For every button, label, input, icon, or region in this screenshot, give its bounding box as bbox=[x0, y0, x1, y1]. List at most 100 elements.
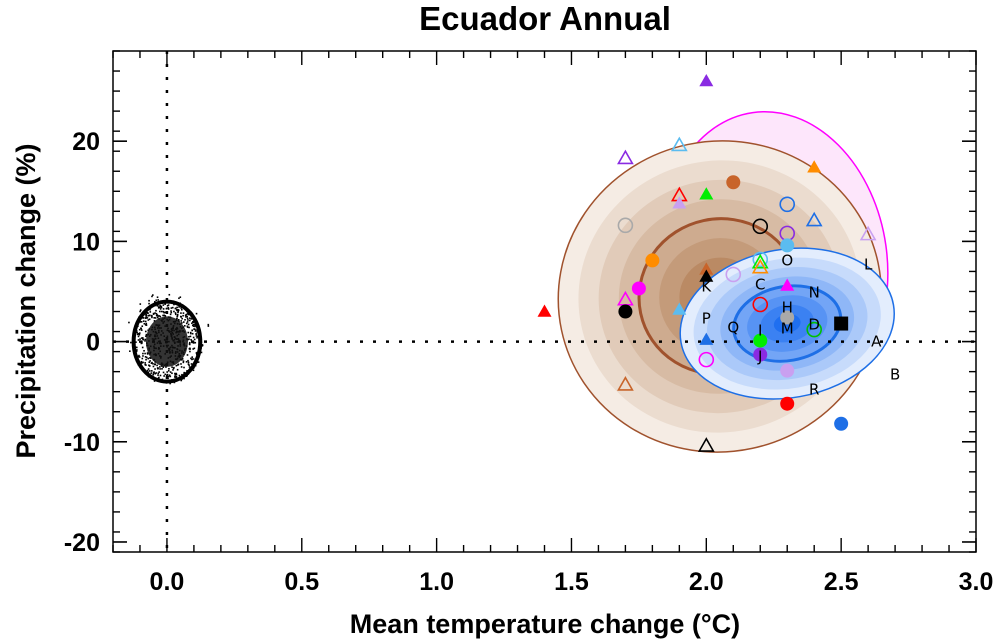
noise-dot bbox=[200, 351, 203, 354]
noise-dot bbox=[157, 299, 159, 301]
noise-dot bbox=[195, 329, 197, 331]
noise-dot bbox=[148, 299, 150, 302]
noise-dot bbox=[175, 364, 178, 367]
noise-dot bbox=[147, 319, 150, 321]
noise-dot bbox=[146, 369, 149, 372]
noise-dot bbox=[165, 312, 168, 314]
triangle-marker bbox=[699, 74, 714, 87]
noise-dot bbox=[190, 357, 192, 360]
noise-dot bbox=[182, 361, 185, 364]
noise-dot bbox=[144, 330, 147, 333]
noise-contour bbox=[131, 299, 203, 384]
noise-dot bbox=[157, 377, 160, 380]
noise-dot bbox=[185, 313, 188, 316]
x-tick-label: 0.5 bbox=[284, 568, 319, 596]
noise-dot bbox=[190, 332, 192, 335]
noise-dot bbox=[176, 368, 179, 371]
triangle-marker bbox=[699, 332, 714, 345]
letter-label: R bbox=[809, 381, 819, 399]
noise-dot bbox=[191, 341, 194, 344]
noise-dot bbox=[186, 326, 189, 328]
noise-dot bbox=[176, 313, 179, 316]
noise-dot bbox=[185, 316, 187, 318]
noise-dot bbox=[182, 314, 184, 317]
noise-dot bbox=[174, 373, 177, 376]
noise-dot bbox=[167, 375, 170, 378]
x-tick-label: 1.5 bbox=[554, 568, 589, 596]
noise-dot bbox=[152, 373, 155, 376]
x-tick-labels: 0.0 0.5 1.0 1.5 2.0 2.5 3.0 bbox=[150, 568, 994, 596]
noise-dot bbox=[128, 321, 130, 324]
noise-dot bbox=[162, 310, 165, 313]
noise-dot bbox=[162, 366, 165, 369]
triangle-marker bbox=[780, 278, 795, 291]
noise-dot bbox=[154, 312, 156, 314]
noise-dot bbox=[192, 321, 194, 323]
noise-dot bbox=[191, 324, 194, 327]
circle-marker bbox=[834, 416, 849, 431]
noise-dot bbox=[189, 317, 191, 319]
noise-dot bbox=[175, 373, 178, 376]
noise-dot bbox=[174, 375, 176, 378]
noise-dot bbox=[154, 368, 156, 370]
noise-dot bbox=[186, 313, 189, 315]
noise-dot bbox=[155, 309, 157, 312]
noise-dot bbox=[158, 306, 160, 308]
triangle-marker bbox=[672, 196, 687, 209]
circle-marker bbox=[645, 253, 660, 268]
noise-dot bbox=[157, 315, 159, 317]
noise-dot bbox=[137, 339, 140, 341]
noise-dot bbox=[186, 317, 189, 320]
noise-dot bbox=[147, 368, 150, 370]
circle-marker bbox=[780, 396, 795, 411]
noise-dot bbox=[137, 355, 140, 358]
noise-dot bbox=[169, 375, 172, 378]
noise-dot bbox=[191, 329, 194, 332]
chart-title: Ecuador Annual bbox=[419, 0, 671, 37]
noise-dot bbox=[180, 307, 182, 309]
noise-dot bbox=[186, 321, 189, 323]
noise-dot bbox=[196, 336, 198, 339]
noise-dot bbox=[168, 293, 171, 296]
noise-dot bbox=[185, 322, 188, 325]
noise-dot bbox=[156, 305, 159, 307]
noise-dot bbox=[166, 371, 168, 373]
noise-dot bbox=[159, 308, 162, 310]
noise-dot bbox=[162, 304, 165, 306]
noise-dot bbox=[147, 357, 150, 360]
noise-dot bbox=[152, 363, 154, 365]
brown-distribution-outline bbox=[557, 140, 883, 453]
letter-label: A bbox=[871, 333, 882, 351]
noise-dot bbox=[193, 328, 195, 330]
noise-dot bbox=[148, 365, 151, 367]
noise-dot bbox=[144, 320, 147, 323]
noise-dot bbox=[191, 322, 193, 325]
noise-dot bbox=[174, 313, 177, 316]
noise-dot bbox=[169, 313, 172, 316]
triangle-marker bbox=[751, 253, 769, 269]
noise-dot bbox=[184, 319, 186, 321]
noise-dot bbox=[177, 309, 179, 311]
noise-dot bbox=[130, 341, 132, 344]
x-tick-label: 2.0 bbox=[689, 568, 724, 596]
noise-dot bbox=[154, 363, 157, 366]
noise-dot bbox=[177, 311, 179, 314]
noise-dot bbox=[153, 380, 156, 382]
noise-dot bbox=[195, 333, 197, 335]
noise-dot bbox=[180, 320, 183, 322]
noise-dot bbox=[177, 310, 180, 313]
noise-dot bbox=[140, 360, 143, 363]
circle-marker bbox=[752, 296, 769, 313]
x-tick-label: 2.5 bbox=[824, 568, 859, 596]
noise-dot bbox=[192, 342, 195, 344]
x-axis-label: Mean temperature change (°C) bbox=[350, 609, 740, 639]
reference-lines bbox=[113, 51, 976, 552]
noise-dot bbox=[168, 367, 170, 370]
noise-dot bbox=[138, 328, 141, 331]
noise-dot bbox=[136, 333, 139, 336]
noise-dot bbox=[150, 314, 153, 317]
letter-label: M bbox=[781, 320, 794, 338]
noise-dot bbox=[154, 372, 156, 375]
letter-label: B bbox=[890, 366, 900, 384]
noise-dot bbox=[151, 316, 153, 319]
